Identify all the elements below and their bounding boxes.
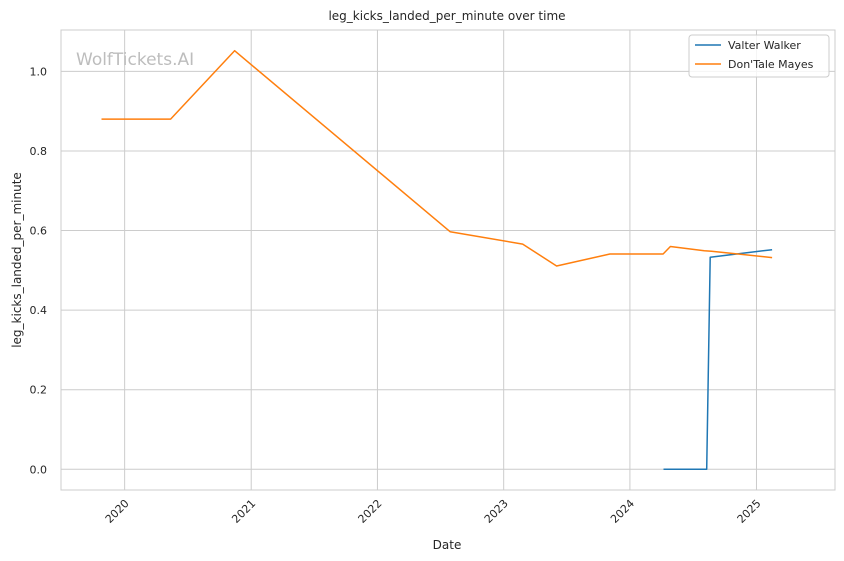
- plot-area-frame: [60, 29, 836, 491]
- legend-label: Don'Tale Mayes: [728, 58, 814, 71]
- y-tick-label: 1.0: [30, 65, 48, 78]
- y-tick-label: 0.2: [30, 384, 48, 397]
- y-axis-label: leg_kicks_landed_per_minute: [10, 172, 24, 348]
- y-axis: 0.0 0.2 0.4 0.6 0.8 1.0: [30, 65, 48, 476]
- x-tick-label: 2022: [356, 497, 385, 526]
- y-tick-label: 0.6: [30, 225, 48, 238]
- x-tick-label: 2020: [103, 497, 132, 526]
- legend-label: Valter Walker: [728, 39, 801, 52]
- x-tick-label: 2024: [608, 497, 637, 526]
- legend: Valter Walker Don'Tale Mayes: [688, 34, 830, 78]
- series-lines: [101, 49, 773, 471]
- x-axis: 2020 2021 2022 2023 2024 2025: [103, 497, 764, 526]
- y-tick-label: 0.0: [30, 463, 48, 476]
- y-tick-label: 0.4: [30, 304, 48, 317]
- watermark: WolfTickets.AI: [76, 50, 194, 70]
- series-line-1: [101, 49, 773, 267]
- grid: [61, 30, 835, 490]
- y-tick-label: 0.8: [30, 145, 48, 158]
- series-line-0: [663, 248, 773, 471]
- x-tick-label: 2021: [229, 497, 258, 526]
- x-tick-label: 2023: [482, 497, 511, 526]
- x-axis-label: Date: [433, 538, 462, 552]
- chart-title: leg_kicks_landed_per_minute over time: [328, 9, 565, 23]
- x-tick-label: 2025: [735, 497, 764, 526]
- legend-box: [688, 34, 830, 78]
